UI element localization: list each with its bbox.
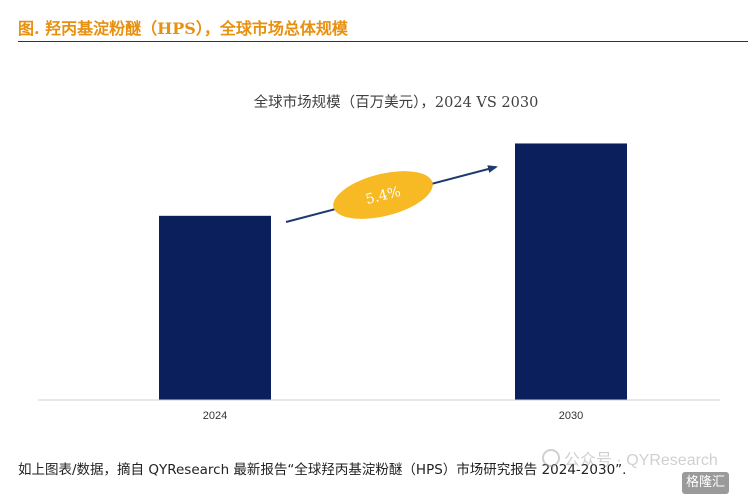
- source-note: 如上图表/数据，摘自 QYResearch 最新报告“全球羟丙基淀粉醚（HPS）…: [18, 462, 627, 478]
- figure-title: 图. 羟丙基淀粉醚（HPS），全球市场总体规模: [18, 19, 348, 38]
- bar-2024: [159, 215, 271, 400]
- watermark-text: 公众号 · QYResearch: [564, 452, 718, 469]
- growth-rate-ellipse: [333, 171, 433, 219]
- x-tick-label-2030: 2030: [559, 410, 583, 422]
- bars-layer: [159, 143, 627, 400]
- watermark: 公众号 · QYResearch: [542, 446, 718, 470]
- figure-header: 图. 羟丙基淀粉醚（HPS），全球市场总体规模: [18, 12, 748, 42]
- x-tick-label-2024: 2024: [203, 410, 227, 422]
- bar-2030: [515, 143, 627, 400]
- chart-title: 全球市场规模（百万美元），2024 VS 2030: [254, 93, 539, 111]
- ticks-layer: 2024 2030: [203, 410, 583, 422]
- wechat-icon: [542, 449, 560, 467]
- bar-chart: 全球市场规模（百万美元），2024 VS 2030 2024 2030 5.4%: [38, 93, 720, 422]
- publisher-logo: 格隆汇: [682, 472, 730, 494]
